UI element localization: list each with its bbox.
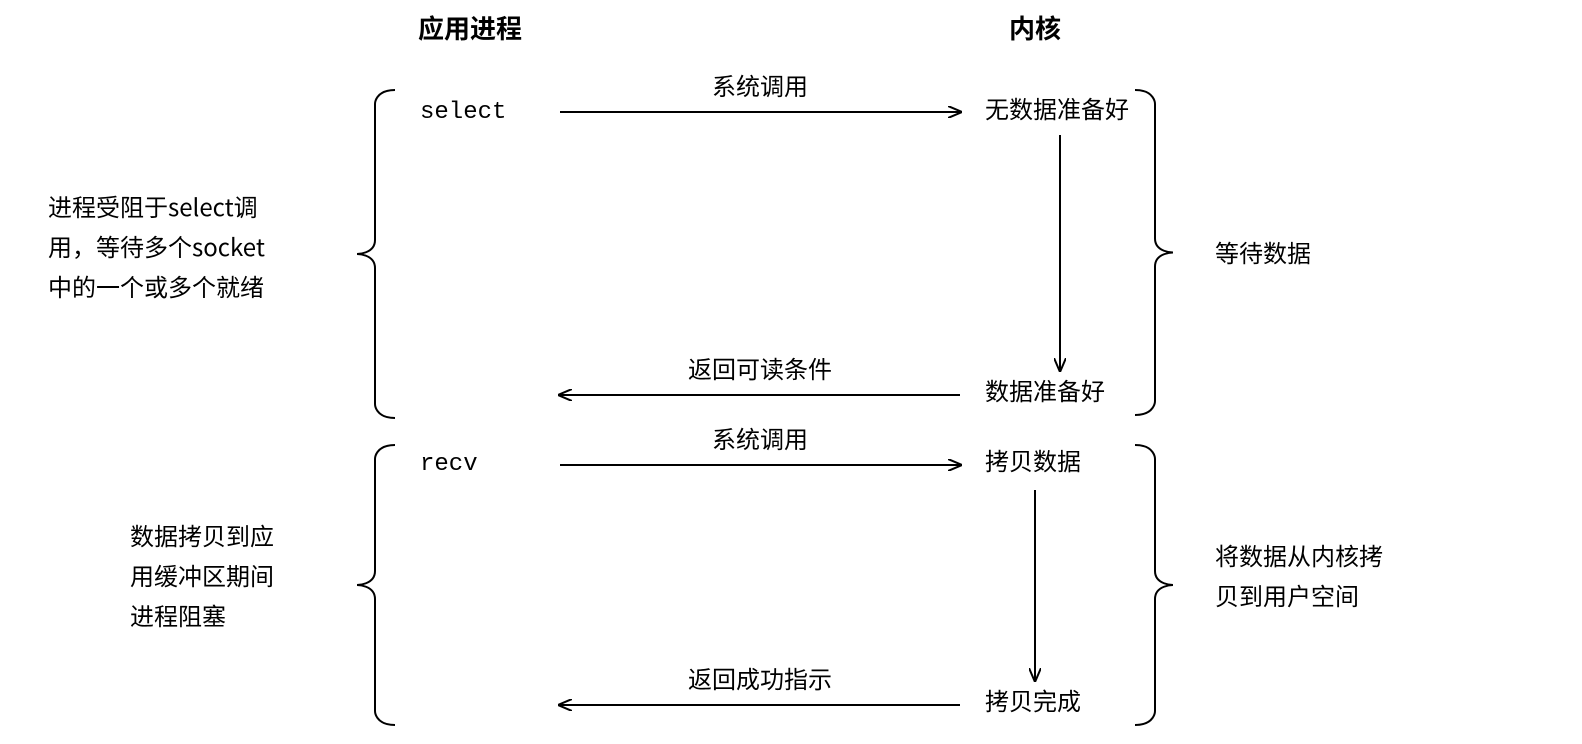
brace-left-1 — [357, 90, 395, 418]
brace-right-2 — [1135, 445, 1173, 725]
right-note-1: 等待数据 — [1215, 234, 1311, 269]
arrow-syscall-2-label: 系统调用 — [712, 420, 808, 455]
arrow-return-success-label: 返回成功指示 — [688, 660, 832, 695]
kernel-data-ready: 数据准备好 — [985, 372, 1105, 407]
brace-right-1 — [1135, 90, 1173, 415]
arrow-return-readable-label: 返回可读条件 — [688, 350, 832, 385]
left-note-2-line-2: 用缓冲区期间 — [130, 557, 274, 592]
kernel-copy-done: 拷贝完成 — [985, 682, 1081, 717]
right-note-2-line-2: 贝到用户空间 — [1215, 577, 1359, 612]
left-note-1-line-3: 中的一个或多个就绪 — [48, 268, 264, 303]
arrow-syscall-1-label: 系统调用 — [712, 67, 808, 102]
left-note-2-line-1: 数据拷贝到应 — [130, 517, 274, 552]
kernel-copy-data: 拷贝数据 — [985, 442, 1081, 477]
call-select: select — [420, 99, 506, 126]
call-recv: recv — [420, 451, 478, 478]
left-note-1-line-1: 进程受阻于select调 — [48, 188, 258, 223]
kernel-no-data: 无数据准备好 — [985, 90, 1129, 125]
header-kernel: 内核 — [1009, 9, 1061, 46]
header-app-process: 应用进程 — [418, 9, 522, 46]
left-note-1-line-2: 用，等待多个socket — [48, 228, 265, 263]
brace-left-2 — [357, 445, 395, 725]
right-note-2-line-1: 将数据从内核拷 — [1215, 537, 1383, 572]
left-note-2-line-3: 进程阻塞 — [130, 597, 226, 632]
